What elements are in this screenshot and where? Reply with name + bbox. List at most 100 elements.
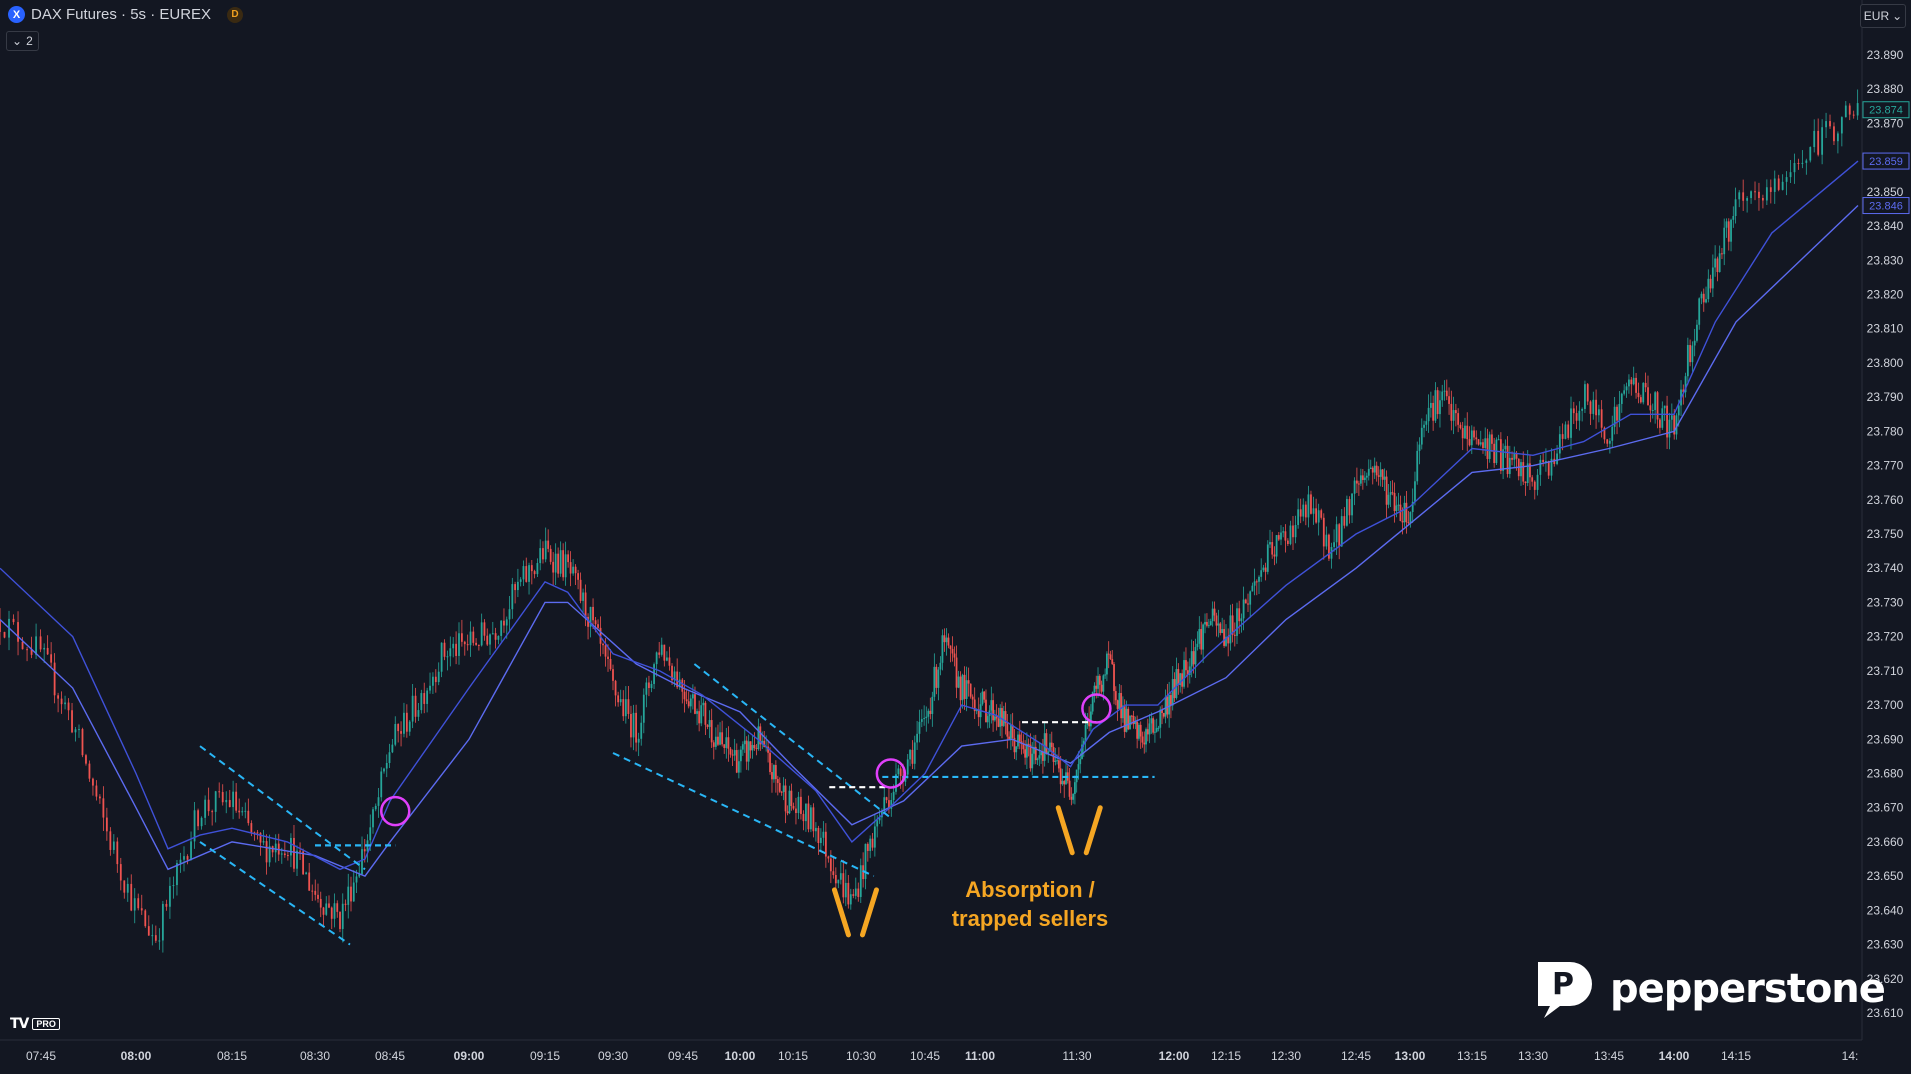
candle-body — [609, 658, 612, 670]
candle-body — [1229, 615, 1232, 644]
candle-body — [1138, 724, 1140, 739]
price-tick-label: 23.800 — [1867, 356, 1904, 370]
candle-body — [1711, 267, 1714, 289]
candle-body — [698, 711, 701, 724]
candle-body — [1194, 647, 1197, 665]
candle-body — [1251, 585, 1254, 592]
candle-body — [1488, 434, 1491, 459]
candle-body — [60, 698, 63, 705]
candle-body — [81, 729, 84, 756]
candle-body — [1018, 734, 1021, 742]
candle-body — [873, 826, 876, 848]
candle-body — [1448, 396, 1450, 404]
candle-body — [265, 841, 268, 863]
candle-body — [218, 791, 221, 793]
candle-body — [1397, 504, 1400, 506]
candle-body — [552, 561, 555, 573]
candle-body — [319, 898, 322, 908]
candle-body — [1104, 674, 1107, 676]
candle-body — [1204, 621, 1206, 625]
candle-body — [440, 642, 443, 672]
candle-body — [463, 641, 466, 645]
collapse-indicators-button[interactable]: ⌄ 2 — [6, 31, 39, 51]
candle-body — [769, 752, 771, 773]
candle-body — [161, 903, 164, 941]
candle-body — [333, 903, 336, 919]
trendline — [693, 663, 892, 819]
candle-body — [1434, 390, 1437, 421]
candle-body — [1175, 669, 1178, 699]
candle-body — [71, 710, 73, 733]
candle-body — [1450, 403, 1453, 421]
candle-body — [1696, 324, 1698, 341]
candle-body — [1734, 199, 1737, 217]
candle-body — [691, 694, 694, 699]
session-badge[interactable]: D — [227, 6, 244, 23]
currency-button[interactable]: EUR ⌄ — [1860, 4, 1906, 28]
candle-body — [385, 762, 388, 769]
candle-body — [931, 696, 934, 714]
candle-body — [1399, 504, 1402, 521]
candle-body — [983, 691, 986, 700]
candle-body — [1677, 405, 1680, 416]
candle-body — [1401, 520, 1404, 523]
candle-body — [325, 903, 328, 915]
candle-body — [1809, 147, 1812, 161]
tradingview-logo[interactable]: TV PRO — [10, 1016, 60, 1032]
candle-body — [1260, 570, 1263, 577]
candle-body — [945, 637, 948, 643]
time-tick-label: 08:45 — [375, 1049, 405, 1063]
candle-body — [1134, 721, 1137, 725]
candle-body — [1310, 494, 1312, 514]
candle-body — [1219, 623, 1222, 634]
candle-body — [755, 748, 758, 750]
candle-body — [909, 749, 911, 760]
candle-body — [1141, 736, 1144, 743]
candle-body — [904, 774, 907, 782]
time-tick-label: 13:15 — [1457, 1049, 1487, 1063]
candle-body — [771, 772, 773, 780]
candle-body — [710, 720, 713, 743]
candle-body — [374, 805, 377, 810]
candle-body — [795, 808, 797, 814]
candle-body — [1155, 728, 1158, 732]
candle-body — [1056, 760, 1059, 762]
candle-body — [1107, 653, 1110, 655]
candle-body — [475, 642, 477, 645]
candle-body — [802, 813, 805, 822]
candle-body — [1255, 581, 1258, 583]
candle-body — [1262, 567, 1265, 571]
candle-body — [1584, 384, 1586, 409]
candle-body — [1504, 445, 1507, 450]
candle-body — [582, 592, 584, 601]
candle-body — [1833, 126, 1835, 142]
candle-body — [729, 748, 732, 755]
candle-body — [1338, 524, 1341, 547]
candle-body — [1777, 178, 1780, 190]
time-tick-label: 08:15 — [217, 1049, 247, 1063]
symbol-header[interactable]: X DAX Futures · 5s · EUREX D — [8, 6, 244, 23]
symbol-title[interactable]: DAX Futures · 5s · EUREX — [31, 6, 212, 23]
price-tick-label: 23.890 — [1867, 48, 1904, 62]
candle-body — [1025, 743, 1028, 758]
candle-body — [1542, 459, 1545, 463]
candle-body — [283, 853, 286, 856]
candle-body — [1008, 736, 1010, 740]
candle-body — [1273, 554, 1276, 557]
candle-body — [78, 729, 80, 731]
candle-body — [805, 803, 807, 822]
candle-body — [35, 636, 37, 655]
candle-body — [1423, 424, 1425, 428]
candle-body — [844, 882, 847, 898]
candle-body — [854, 888, 857, 896]
candle-body — [663, 644, 666, 661]
tv-pro-badge: PRO — [32, 1018, 60, 1030]
candle-body — [1271, 542, 1274, 555]
candle-body — [328, 903, 330, 908]
candle-body — [241, 811, 244, 813]
price-tick-label: 23.680 — [1867, 767, 1904, 781]
candle-body — [1742, 192, 1745, 201]
candle-body — [452, 643, 455, 649]
